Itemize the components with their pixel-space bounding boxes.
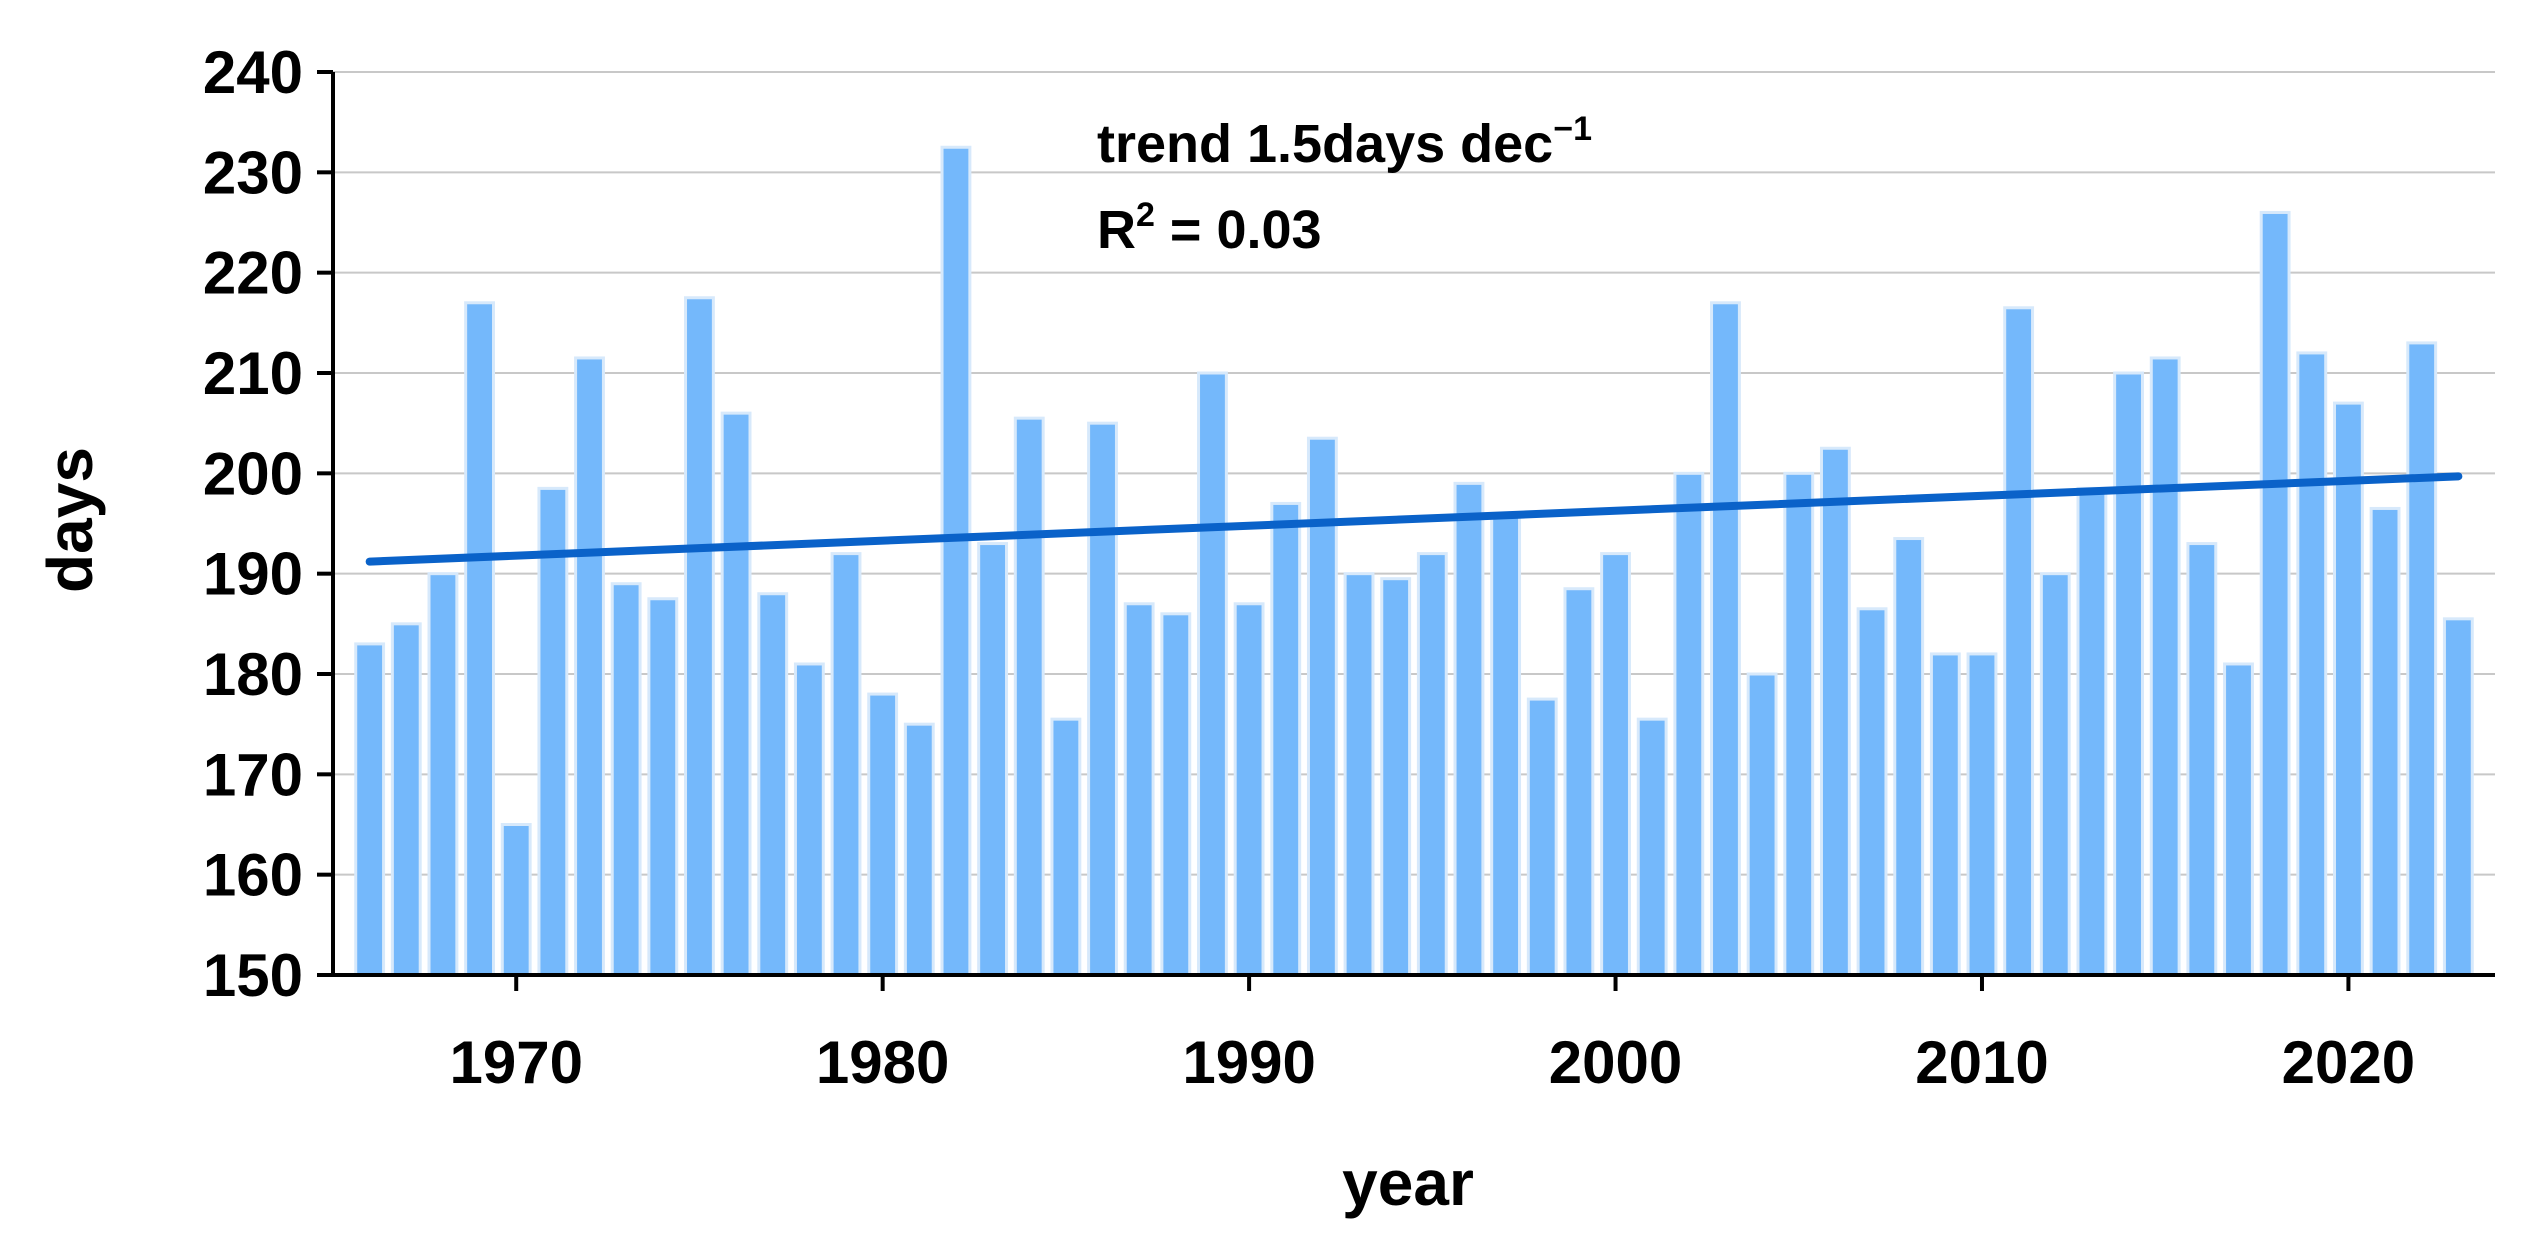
bar-2007 (1856, 607, 1888, 977)
bar-2003 (1710, 301, 1741, 977)
bar-2018 (2259, 210, 2291, 977)
bar-1982 (940, 145, 972, 977)
x-tick-label: 1970 (449, 1029, 582, 1096)
y-tick-label: 160 (203, 842, 303, 909)
bar-2002 (1673, 471, 1705, 977)
bar-1986 (1087, 421, 1118, 977)
bar-2012 (2039, 572, 2071, 977)
y-tick-label: 220 (203, 240, 303, 307)
x-tick-label: 1980 (816, 1029, 949, 1096)
bar-2010 (1966, 652, 1998, 977)
bar-1978 (793, 662, 825, 977)
bar-2014 (2113, 371, 2144, 977)
bar-2001 (1636, 717, 1668, 977)
bar-1976 (720, 411, 752, 977)
bar-1967 (390, 622, 422, 977)
bar-1996 (1453, 481, 1485, 977)
bar-1989 (1197, 371, 1228, 977)
x-axis-title: year (1342, 1147, 1474, 1219)
bar-2005 (1783, 471, 1815, 977)
bar-1997 (1490, 511, 1522, 977)
y-tick-labels: 150 160 170 180 190 200 210 220 230 240 (203, 39, 303, 1009)
bar-1974 (647, 597, 679, 977)
bar-2013 (2076, 486, 2108, 977)
y-tick-label: 210 (203, 340, 303, 407)
trend-line-group (365, 472, 2463, 566)
bar-1991 (1270, 501, 1302, 977)
bar-1970 (500, 823, 532, 977)
bar-1985 (1050, 717, 1082, 977)
bar-1988 (1160, 612, 1192, 977)
bar-1981 (903, 722, 935, 977)
y-tick-label: 170 (203, 741, 303, 808)
bar-2019 (2296, 351, 2328, 977)
trend-annotation: trend 1.5days dec−1 (1097, 110, 1592, 174)
trend-annotation-text: trend 1.5days dec (1097, 114, 1553, 174)
trend-annotation-superscript: −1 (1553, 110, 1592, 148)
bar-2017 (2223, 662, 2254, 977)
bar-2020 (2332, 401, 2364, 977)
y-tick-label: 240 (203, 39, 303, 106)
r2-annotation-r: R (1097, 200, 1136, 260)
bar-1983 (977, 542, 1009, 977)
bar-1968 (427, 572, 459, 977)
bar-2008 (1893, 537, 1925, 977)
bar-1992 (1306, 436, 1338, 977)
y-tick-label: 230 (203, 139, 303, 206)
bar-2016 (2186, 542, 2218, 977)
bar-2011 (2003, 306, 2035, 977)
bar-2023 (2442, 617, 2474, 977)
bar-2022 (2406, 341, 2438, 977)
bar-2000 (1600, 552, 1631, 977)
bar-1995 (1416, 552, 1448, 977)
bar-1994 (1380, 577, 1412, 977)
bar-1987 (1123, 602, 1155, 977)
bar-1975 (684, 296, 715, 977)
x-tick-label: 2000 (1549, 1029, 1682, 1096)
x-tick-labels: 1970 1980 1990 2000 2010 2020 (449, 1029, 2415, 1096)
x-tick-label: 2020 (2282, 1029, 2415, 1096)
bar-1999 (1563, 587, 1595, 977)
bar-1980 (867, 692, 899, 977)
bar-1966 (354, 642, 386, 977)
r2-annotation: R2 = 0.03 (1097, 196, 1322, 260)
bar-1977 (757, 592, 789, 977)
bar-2015 (2149, 356, 2181, 977)
bar-1973 (610, 582, 642, 977)
bar-1993 (1343, 572, 1375, 977)
bar-1998 (1526, 697, 1558, 977)
bar-2006 (1819, 446, 1851, 977)
bar-1979 (830, 552, 862, 977)
y-tick-label: 190 (203, 541, 303, 608)
bar-1972 (574, 356, 605, 977)
bar-2021 (2369, 506, 2401, 977)
y-tick-label: 180 (203, 641, 303, 708)
bar-1990 (1233, 602, 1265, 977)
bar-1984 (1013, 416, 1045, 977)
bar-2004 (1746, 672, 1778, 977)
y-tick-label: 200 (203, 440, 303, 507)
y-tick-label: 150 (203, 942, 303, 1009)
x-tick-label: 2010 (1915, 1029, 2048, 1096)
r2-annotation-superscript: 2 (1136, 196, 1155, 234)
trend-line (365, 472, 2463, 566)
axes (317, 70, 2495, 991)
bar-1971 (537, 486, 569, 977)
r2-annotation-value: = 0.03 (1155, 200, 1322, 260)
bars (354, 145, 2474, 977)
y-axis-title: days (34, 447, 106, 593)
bar-1969 (464, 301, 496, 977)
bar-2009 (1929, 652, 1961, 977)
x-tick-label: 1990 (1182, 1029, 1315, 1096)
